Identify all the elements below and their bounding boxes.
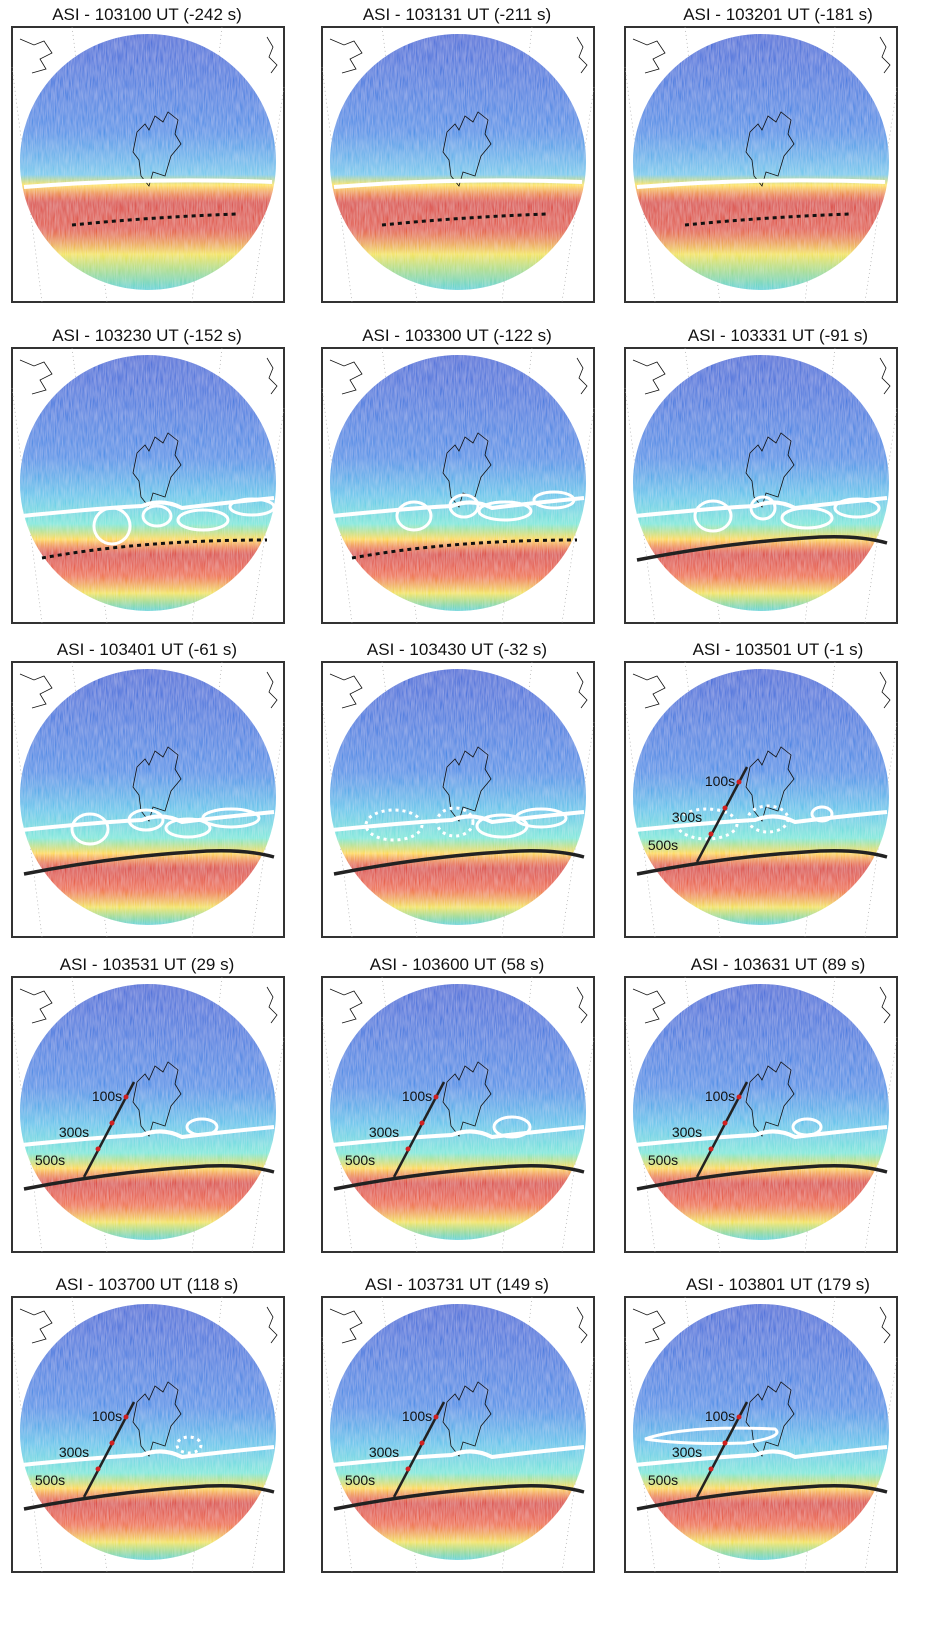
track-label: 100s xyxy=(705,1408,735,1424)
track-point xyxy=(737,1415,742,1420)
track-label: 300s xyxy=(59,1444,89,1460)
track-label: 300s xyxy=(369,1444,399,1460)
panel-title: ASI - 103230 UT (-152 s) xyxy=(52,326,242,345)
track-point xyxy=(124,1415,129,1420)
sky-image xyxy=(330,34,586,290)
asi-panel: ASI - 103201 UT (-181 s) xyxy=(625,5,897,302)
panel-title: ASI - 103201 UT (-181 s) xyxy=(683,5,873,24)
asi-panel: ASI - 103100 UT (-242 s) xyxy=(12,5,284,302)
panel-title: ASI - 103731 UT (149 s) xyxy=(365,1275,549,1294)
figure: ASI - 103100 UT (-242 s) ASI - 103131 UT … xyxy=(0,0,930,1640)
panel-title: ASI - 103600 UT (58 s) xyxy=(370,955,545,974)
track-point xyxy=(96,1467,101,1472)
track-label: 300s xyxy=(369,1124,399,1140)
track-point xyxy=(709,1147,714,1152)
track-point xyxy=(406,1147,411,1152)
sky-image xyxy=(330,355,586,611)
track-point xyxy=(709,1467,714,1472)
panel-title: ASI - 103430 UT (-32 s) xyxy=(367,640,547,659)
track-point xyxy=(406,1467,411,1472)
track-point xyxy=(124,1095,129,1100)
track-label: 100s xyxy=(92,1088,122,1104)
asi-panel: ASI - 103131 UT (-211 s) xyxy=(322,5,594,302)
sky-image xyxy=(20,355,276,611)
track-point xyxy=(434,1095,439,1100)
track-point xyxy=(709,832,714,837)
track-label: 300s xyxy=(672,1124,702,1140)
sky-image xyxy=(20,984,276,1240)
sky-image xyxy=(330,984,586,1240)
panel-title: ASI - 103331 UT (-91 s) xyxy=(688,326,868,345)
track-point xyxy=(110,1121,115,1126)
track-label: 500s xyxy=(345,1472,375,1488)
sky-image xyxy=(633,669,889,925)
asi-panel: ASI - 103501 UT (-1 s) 100s 300s 500s xyxy=(625,640,897,937)
asi-panel: ASI - 103531 UT (29 s) 100s 300s 500s xyxy=(12,955,284,1252)
track-label: 500s xyxy=(648,1472,678,1488)
sky-image xyxy=(330,669,586,925)
track-label: 100s xyxy=(402,1408,432,1424)
track-point xyxy=(723,1121,728,1126)
track-label: 500s xyxy=(35,1152,65,1168)
panel-title: ASI - 103531 UT (29 s) xyxy=(60,955,235,974)
track-label: 500s xyxy=(35,1472,65,1488)
asi-panel: ASI - 103430 UT (-32 s) xyxy=(322,640,594,937)
asi-panel: ASI - 103331 UT (-91 s) xyxy=(625,326,897,623)
asi-panel: ASI - 103230 UT (-152 s) xyxy=(12,326,284,623)
asi-panel: ASI - 103801 UT (179 s) 100s 300s 500s xyxy=(625,1275,897,1572)
track-point xyxy=(737,780,742,785)
panel-title: ASI - 103100 UT (-242 s) xyxy=(52,5,242,24)
track-point xyxy=(96,1147,101,1152)
sky-image xyxy=(633,984,889,1240)
sky-image xyxy=(633,34,889,290)
panel-title: ASI - 103131 UT (-211 s) xyxy=(363,5,551,24)
panel-title: ASI - 103401 UT (-61 s) xyxy=(57,640,237,659)
track-label: 500s xyxy=(648,837,678,853)
track-point xyxy=(723,1441,728,1446)
panel-title: ASI - 103501 UT (-1 s) xyxy=(693,640,864,659)
track-label: 100s xyxy=(705,1088,735,1104)
track-label: 100s xyxy=(92,1408,122,1424)
track-point xyxy=(737,1095,742,1100)
track-label: 300s xyxy=(59,1124,89,1140)
asi-panel: ASI - 103401 UT (-61 s) xyxy=(12,640,284,937)
track-point xyxy=(434,1415,439,1420)
sky-image xyxy=(633,355,889,611)
track-point xyxy=(110,1441,115,1446)
panel-title: ASI - 103700 UT (118 s) xyxy=(56,1275,239,1294)
track-label: 100s xyxy=(705,773,735,789)
asi-panel: ASI - 103631 UT (89 s) 100s 300s 500s xyxy=(625,955,897,1252)
asi-panel: ASI - 103700 UT (118 s) 100s 300s 500s xyxy=(12,1275,284,1572)
panel-title: ASI - 103801 UT (179 s) xyxy=(686,1275,870,1294)
track-label: 300s xyxy=(672,809,702,825)
panel-title: ASI - 103300 UT (-122 s) xyxy=(362,326,552,345)
asi-panel: ASI - 103731 UT (149 s) 100s 300s 500s xyxy=(322,1275,594,1572)
track-label: 300s xyxy=(672,1444,702,1460)
sky-image xyxy=(330,1304,586,1560)
track-label: 100s xyxy=(402,1088,432,1104)
track-point xyxy=(420,1121,425,1126)
sky-image xyxy=(20,34,276,290)
sky-image xyxy=(20,1304,276,1560)
track-label: 500s xyxy=(345,1152,375,1168)
track-point xyxy=(420,1441,425,1446)
panel-title: ASI - 103631 UT (89 s) xyxy=(691,955,866,974)
track-label: 500s xyxy=(648,1152,678,1168)
asi-panel: ASI - 103300 UT (-122 s) xyxy=(322,326,594,623)
track-point xyxy=(723,806,728,811)
sky-image xyxy=(20,669,276,925)
asi-panel: ASI - 103600 UT (58 s) 100s 300s 500s xyxy=(322,955,594,1252)
